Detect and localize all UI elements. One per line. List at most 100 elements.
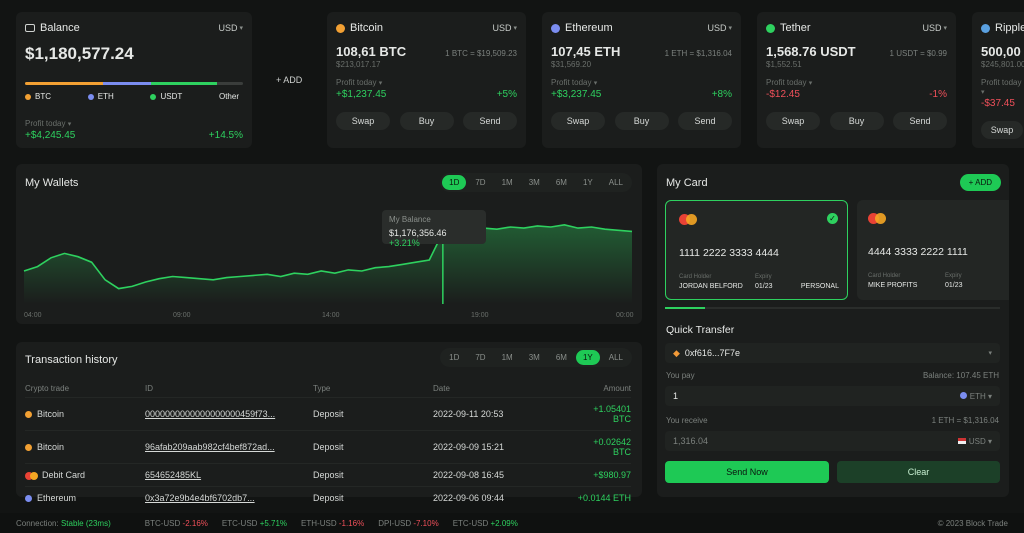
ticker-profit-label: Profit today ▾ <box>981 78 1022 96</box>
chart-line <box>23 223 633 290</box>
balance-legend: BTC ETH USDT Other <box>25 92 239 101</box>
tx-amount: +$980.97 <box>575 463 631 487</box>
transactions-tab-7d[interactable]: 7D <box>475 353 486 362</box>
receive-currency-select[interactable]: USD ▾ <box>957 437 992 446</box>
column-header[interactable]: Amount <box>603 384 631 393</box>
chevron-down-icon: ▾ <box>988 350 992 357</box>
my-card-title: My Card <box>666 177 708 189</box>
legend-item-btc: BTC <box>25 92 51 101</box>
balance-profit-value: +$4,245.45 <box>25 130 76 141</box>
wallet-icon <box>25 24 35 32</box>
table-row[interactable]: Bitcoin 0000000000000000000459f73... Dep… <box>25 397 631 431</box>
ticker-usd-value: $1,552.51 <box>766 60 802 69</box>
receive-amount-input[interactable]: 1,316.04 USD ▾ <box>665 431 1000 451</box>
x-tick-label: 09:00 <box>173 312 191 319</box>
send-button[interactable]: Send <box>463 112 517 130</box>
card-secondary[interactable]: 4444 3333 2222 1111 Card Holder MIKE PRO… <box>857 200 1009 300</box>
ticker-profit-pct: -1% <box>929 89 947 100</box>
chart-tooltip: My Balance $1,176,356.46 +3.21% <box>382 210 486 248</box>
ticker-card-1: Ethereum USD ▾ 107,45 ETH 1 ETH = $1,316.… <box>542 12 741 148</box>
mastercard-icon <box>679 214 697 225</box>
ticker-currency-select[interactable]: USD ▾ <box>492 23 517 33</box>
ticker-usd-value: $31,569.20 <box>551 60 592 69</box>
wallets-tab-1y[interactable]: 1Y <box>582 178 593 187</box>
ticker-profit-pct: +8% <box>711 89 732 100</box>
metamask-icon: ◆ <box>673 347 680 358</box>
send-now-button[interactable]: Send Now <box>665 461 829 483</box>
swap-button[interactable]: Swap <box>551 112 605 130</box>
mastercard-icon <box>868 213 886 224</box>
tx-id-link[interactable]: 96afab209aab982cf4bef872ad... <box>145 442 275 452</box>
wallets-tab-7d[interactable]: 7D <box>475 178 486 187</box>
clear-button[interactable]: Clear <box>837 461 1000 483</box>
tx-asset: Debit Card <box>25 463 145 487</box>
transactions-card: Transaction history 1D 7D 1M 3M 6M 1Y ALL Cryp… <box>16 342 642 509</box>
swap-button[interactable]: Swap <box>981 121 1023 139</box>
card-carousel-indicator <box>665 307 1000 309</box>
card-personal[interactable]: ✓ 1111 2222 3333 4444 Card Holder JORDAN… <box>665 200 848 300</box>
ticker-profit-label: Profit today ▾ <box>551 78 598 87</box>
transactions-tab-1y[interactable]: 1Y <box>575 350 600 365</box>
column-header[interactable]: Type <box>313 384 331 393</box>
column-header[interactable]: Crypto trade <box>25 384 70 393</box>
ticker-amount: 500,00 <box>981 44 1021 59</box>
mastercard-icon <box>25 471 38 480</box>
balance-title: Balance <box>25 22 80 34</box>
card-selected-check-icon: ✓ <box>827 213 838 224</box>
ticker-profit-label: Profit today ▾ <box>336 78 383 87</box>
tx-id-link[interactable]: 654652485KL <box>145 470 202 480</box>
table-row[interactable]: Debit Card 654652485KL Deposit 2022-09-0… <box>25 463 631 487</box>
coin-icon <box>551 23 560 33</box>
tx-type: Deposit <box>313 397 433 431</box>
wallets-timeframe-tabs: 1D 7D 1M 3M 6M 1Y ALL <box>440 173 632 192</box>
ticker-rate: 1 BTC = $19,509.23 <box>445 49 517 58</box>
x-tick-label: 00:00 <box>616 312 634 319</box>
balance-currency-select[interactable]: USD ▾ <box>218 23 243 33</box>
buy-button[interactable]: Buy <box>829 112 884 130</box>
status-ticker: ETC-USD +2.09% <box>452 518 518 528</box>
ticker-name: Bitcoin <box>336 22 383 34</box>
coin-icon <box>25 495 32 503</box>
transactions-tab-1m[interactable]: 1M <box>501 353 513 362</box>
transactions-tab-all[interactable]: ALL <box>608 353 623 362</box>
wallets-tab-all[interactable]: ALL <box>608 178 623 187</box>
wallets-tab-6m[interactable]: 6M <box>555 178 567 187</box>
buy-button[interactable]: Buy <box>399 112 454 130</box>
tx-type: Deposit <box>313 486 433 509</box>
coin-icon <box>25 411 32 419</box>
transfer-address-select[interactable]: ◆ 0xf616...7F7e ▾ <box>665 343 1000 363</box>
balance-amount: $1,180,577.24 <box>25 44 134 63</box>
column-header[interactable]: Date <box>433 384 450 393</box>
column-header[interactable]: ID <box>145 384 153 393</box>
swap-button[interactable]: Swap <box>766 112 820 130</box>
swap-button[interactable]: Swap <box>336 112 390 130</box>
wallets-card: My Wallets 1D 7D 1M 3M 6M 1Y ALL 04:00 09:00 14:… <box>16 164 642 324</box>
wallets-tab-1m[interactable]: 1M <box>501 178 513 187</box>
tx-id-link[interactable]: 0x3a72e9b4e4bf6702db7... <box>145 493 255 503</box>
coin-icon <box>766 23 775 33</box>
wallets-chart: 04:00 09:00 14:00 19:00 00:00 <box>23 223 634 319</box>
send-button[interactable]: Send <box>678 112 732 130</box>
pay-amount-input[interactable]: 1 ETH ▾ <box>665 386 1000 406</box>
transactions-tab-6m[interactable]: 6M <box>555 353 567 362</box>
transactions-tab-3m[interactable]: 3M <box>528 353 540 362</box>
wallets-tab-3m[interactable]: 3M <box>528 178 540 187</box>
tx-amount: +1.05401 BTC <box>575 397 631 431</box>
table-row[interactable]: Bitcoin 96afab209aab982cf4bef872ad... De… <box>25 430 631 464</box>
add-asset-button[interactable]: + ADD <box>276 75 303 85</box>
wallets-tab-1d[interactable]: 1D <box>442 175 467 190</box>
balance-card: Balance USD ▾ $1,180,577.24 BTC ETH USDT Oth… <box>16 12 252 148</box>
pay-currency-select[interactable]: ETH ▾ <box>959 391 992 401</box>
send-button[interactable]: Send <box>893 112 947 130</box>
table-row[interactable]: Ethereum 0x3a72e9b4e4bf6702db7... Deposi… <box>25 486 631 509</box>
ticker-currency-select[interactable]: USD ▾ <box>922 23 947 33</box>
transactions-timeframe-tabs: 1D 7D 1M 3M 6M 1Y ALL <box>440 348 632 367</box>
add-card-button[interactable]: + ADD <box>959 174 1001 191</box>
tx-id-link[interactable]: 0000000000000000000459f73... <box>145 409 276 419</box>
transactions-tab-1d[interactable]: 1D <box>449 353 460 362</box>
ticker-currency-select[interactable]: USD ▾ <box>707 23 732 33</box>
ticker-name: Ripple <box>981 22 1024 34</box>
card-number: 4444 3333 2222 1111 <box>868 246 968 258</box>
ticker-rate: 1 ETH = $1,316.04 <box>664 49 732 58</box>
buy-button[interactable]: Buy <box>614 112 669 130</box>
